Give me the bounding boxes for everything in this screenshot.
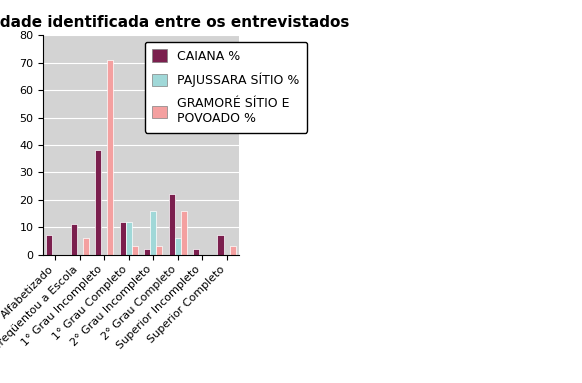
Title: Escolaridade identificada entre os entrevistados: Escolaridade identificada entre os entre… [0,15,349,30]
Bar [144,249,150,255]
Bar [126,222,132,255]
Bar [46,235,52,255]
Bar [119,222,126,255]
Bar [230,246,236,255]
Bar [218,235,223,255]
Bar [132,246,138,255]
Bar [175,238,181,255]
Bar [157,246,162,255]
Bar [107,60,113,255]
Bar [95,151,101,255]
Bar [169,194,175,255]
Bar [150,211,157,255]
Legend: CAIANA %, PAJUSSARA SÍTIO %, GRAMORÉ SÍTIO E
POVOADO %: CAIANA %, PAJUSSARA SÍTIO %, GRAMORÉ SÍT… [145,42,307,133]
Bar [70,224,77,255]
Bar [181,211,187,255]
Bar [193,249,199,255]
Bar [83,238,89,255]
